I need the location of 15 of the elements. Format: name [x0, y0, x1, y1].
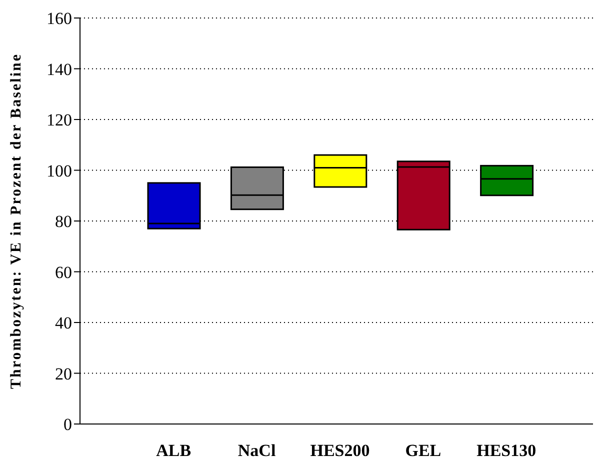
x-tick-label: GEL: [405, 441, 442, 460]
y-tick-label: 0: [64, 415, 72, 434]
y-tick-label: 20: [55, 364, 72, 384]
x-tick-label: HES200: [310, 441, 370, 460]
y-tick-label: 140: [46, 60, 72, 79]
y-tick-label: 40: [55, 314, 72, 333]
y-tick-label: 80: [55, 212, 72, 232]
y-tick-label: 160: [46, 9, 72, 28]
x-tick-label: NaCl: [238, 441, 276, 460]
y-tick-label: 60: [55, 262, 72, 282]
x-tick-label: ALB: [156, 441, 192, 460]
y-tick-label: 100: [46, 161, 72, 180]
y-axis-title: Thrombozyten: VE in Prozent der Baseline: [8, 53, 24, 389]
y-tick-label: 120: [46, 110, 72, 130]
x-tick-label: HES130: [476, 441, 536, 460]
